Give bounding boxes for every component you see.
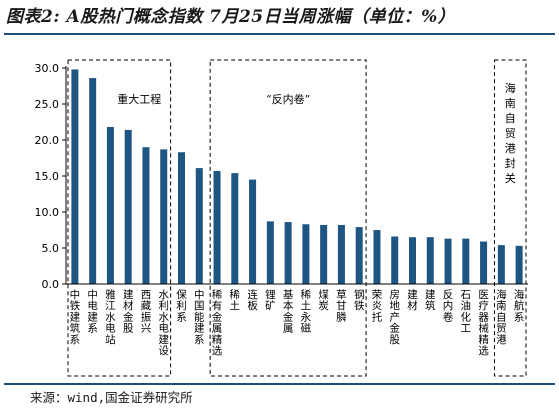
bar xyxy=(409,237,416,284)
bar xyxy=(71,69,79,284)
x-tick-label: 建材 xyxy=(407,288,418,312)
x-tick-label: 荣炎托 xyxy=(372,289,383,323)
bar xyxy=(160,149,168,284)
x-tick-label: 保利系 xyxy=(176,288,187,323)
chart-title: 图表2: A股热门概念指数 7月25日当周涨幅（单位：%） xyxy=(6,7,456,27)
x-axis: 中铁建筑系中电建系雅江水电站建材金股西藏振兴水利水电建设保利系中国能建系稀有金属… xyxy=(66,283,528,357)
x-tick-label: 钢铁 xyxy=(354,288,365,312)
x-tick-label: 雅江水电站 xyxy=(105,288,116,346)
bar-series xyxy=(71,69,523,284)
x-tick-label: 房地产金股 xyxy=(389,288,400,346)
bar xyxy=(497,245,505,284)
y-tick-label: 25.0 xyxy=(35,98,60,111)
annotation-label: 海南自贸港封关 xyxy=(505,81,516,185)
x-tick-label: 水利水电建设 xyxy=(158,289,169,357)
bar xyxy=(515,245,523,284)
x-tick-label: 基本金属 xyxy=(283,288,294,335)
annotation-box xyxy=(493,59,527,377)
bar xyxy=(337,224,345,284)
x-tick-label: 稀土永磁 xyxy=(301,288,312,335)
x-tick-label: 中国能建系 xyxy=(194,288,205,346)
annotation-label: “反内卷” xyxy=(266,92,310,106)
x-tick-label: 连板 xyxy=(247,288,258,312)
x-tick-label: 海南自贸港 xyxy=(496,288,507,346)
x-tick-label: 医疗器械精选 xyxy=(478,289,489,357)
x-tick-label: 石油化工 xyxy=(461,289,472,335)
bar xyxy=(178,152,185,284)
bar xyxy=(302,224,310,284)
x-tick-label: 建材金股 xyxy=(123,288,134,335)
bar xyxy=(320,224,328,284)
y-tick-label: 15.0 xyxy=(35,170,60,183)
x-tick-label: 西藏振兴 xyxy=(141,289,152,335)
y-axis: 0.0 5.0 10.0 15.0 20.0 25.0 30.0 xyxy=(35,62,67,291)
y-tick-label: 5.0 xyxy=(42,242,60,255)
annotation-brackets: 重大工程 “反内卷” 海南自贸港封关 xyxy=(67,59,527,377)
title-rule xyxy=(4,33,555,35)
x-tick-label: 草甘膦 xyxy=(336,289,347,323)
bar xyxy=(124,129,132,284)
x-tick-label: 锂矿 xyxy=(265,288,276,312)
bar xyxy=(444,238,452,284)
x-tick-label: 煤炭 xyxy=(318,288,329,312)
bar-chart: 0.0 5.0 10.0 15.0 20.0 25.0 30.0 重大工程 “反内卷” 海南自贸… xyxy=(35,59,528,377)
x-tick-label: 稀土 xyxy=(230,288,241,312)
x-tick-label: 稀有金属精选 xyxy=(212,288,223,357)
annotation-box xyxy=(67,59,172,377)
annotation-box xyxy=(209,59,367,377)
bar xyxy=(142,147,150,284)
footer-rule xyxy=(4,383,555,385)
bar xyxy=(426,237,434,284)
x-tick-label: 反内卷 xyxy=(443,289,454,323)
source-note: 来源：wind,国金证券研究所 xyxy=(30,390,193,405)
bar xyxy=(355,227,363,284)
annotation-label: 重大工程 xyxy=(117,92,161,106)
bar xyxy=(89,78,97,284)
bar xyxy=(462,238,470,284)
bar xyxy=(266,221,274,284)
bar xyxy=(391,236,399,284)
bar xyxy=(195,168,203,284)
x-tick-label: 中铁建筑系 xyxy=(70,288,81,346)
y-tick-label: 0.0 xyxy=(42,278,60,291)
x-tick-label: 建筑 xyxy=(425,288,436,312)
x-tick-label: 中电建系 xyxy=(87,288,98,335)
bar xyxy=(284,222,292,284)
bar xyxy=(249,179,257,284)
bar xyxy=(373,230,381,284)
bar xyxy=(231,173,239,284)
bar xyxy=(106,127,114,284)
y-tick-label: 10.0 xyxy=(35,206,60,219)
bar xyxy=(480,241,488,284)
x-tick-label: 海航系 xyxy=(514,288,525,323)
bar xyxy=(213,170,221,284)
y-tick-label: 30.0 xyxy=(35,62,60,75)
y-tick-label: 20.0 xyxy=(35,134,60,147)
